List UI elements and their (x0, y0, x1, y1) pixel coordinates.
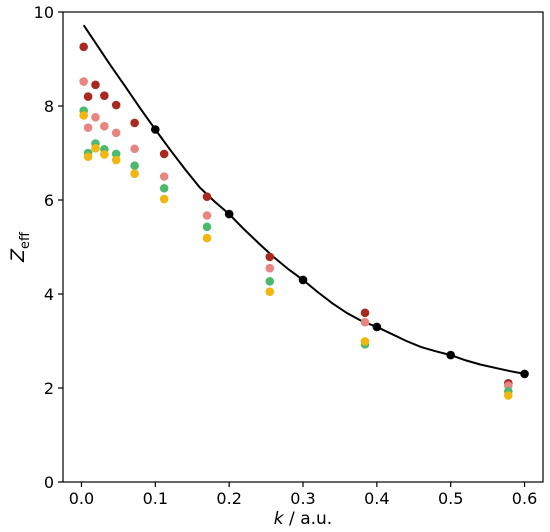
x-tick-label: 0.4 (364, 489, 389, 508)
x-tick-label: 0.6 (512, 489, 537, 508)
y-axis-label-main: Z (7, 248, 29, 263)
data-point-series-4 (79, 111, 88, 120)
y-tick-label: 2 (44, 379, 54, 398)
data-point-series-3 (111, 149, 121, 159)
data-point-series-4 (111, 155, 121, 165)
x-axis-label-variable: k (274, 509, 285, 529)
data-point-series-2 (360, 317, 370, 327)
y-axis-label: Zeff (7, 231, 33, 263)
data-point-series-4 (360, 337, 370, 346)
data-point-series-3 (130, 161, 139, 170)
x-axis-label: k / a.u. (274, 509, 332, 529)
data-point-series-2 (100, 121, 109, 131)
data-point-series-3 (265, 277, 275, 286)
data-point-series-4 (265, 287, 275, 296)
data-point-series-4 (159, 194, 169, 204)
data-point-series-2 (159, 172, 169, 181)
x-tick-label: 0.5 (438, 489, 463, 508)
x-axis-ticks: 0.0 0.1 0.2 0.3 0.4 0.5 0.6 (69, 482, 537, 508)
fit-curve-layer (82, 24, 525, 375)
data-point-series-0 (372, 322, 382, 332)
y-tick-label: 6 (44, 191, 54, 210)
data-point-series-1 (202, 192, 212, 202)
data-point-series-4 (130, 169, 139, 178)
data-point-series-3 (159, 183, 169, 193)
data-point-series-2 (79, 77, 88, 86)
y-axis-ticks: 0 2 4 6 8 10 (34, 3, 63, 492)
data-point-series-1 (83, 92, 93, 101)
data-point-series-2 (202, 211, 212, 220)
data-point-series-4 (100, 150, 109, 159)
data-point-series-1 (79, 42, 88, 52)
data-point-series-2 (111, 128, 121, 138)
x-tick-label: 0.1 (143, 489, 168, 508)
x-axis-label-separator: / (284, 509, 301, 529)
y-axis-label-subscript: eff (18, 231, 33, 249)
data-point-series-0 (224, 209, 234, 219)
data-point-series-1 (360, 308, 370, 318)
data-point-series-0 (298, 275, 308, 285)
y-tick-label: 8 (44, 97, 54, 116)
data-point-series-1 (91, 80, 100, 90)
data-point-series-1 (159, 149, 169, 159)
x-tick-label: 0.3 (290, 489, 315, 508)
data-point-series-0 (446, 350, 455, 360)
data-point-series-1 (130, 118, 139, 128)
y-tick-label: 10 (34, 3, 54, 22)
data-point-series-2 (83, 123, 93, 132)
y-tick-label: 0 (44, 473, 54, 492)
data-point-series-4 (91, 144, 100, 153)
x-tick-label: 0.0 (69, 489, 94, 508)
data-point-series-0 (151, 125, 160, 134)
data-points-layer (79, 42, 529, 400)
x-axis-label-unit: a.u. (300, 509, 332, 529)
y-tick-label: 4 (44, 285, 54, 304)
x-tick-label: 0.2 (216, 489, 241, 508)
data-point-series-4 (83, 152, 93, 162)
data-point-series-1 (265, 252, 275, 262)
data-point-series-4 (202, 233, 212, 243)
data-point-series-2 (130, 144, 139, 154)
data-point-series-2 (91, 112, 100, 122)
fit-curve (82, 24, 525, 375)
data-point-series-1 (100, 91, 109, 100)
data-point-series-3 (202, 222, 212, 232)
data-point-series-1 (111, 100, 121, 110)
data-point-series-0 (520, 369, 529, 379)
data-point-series-2 (265, 263, 275, 273)
data-point-series-4 (503, 391, 513, 400)
plot-frame (62, 11, 544, 483)
